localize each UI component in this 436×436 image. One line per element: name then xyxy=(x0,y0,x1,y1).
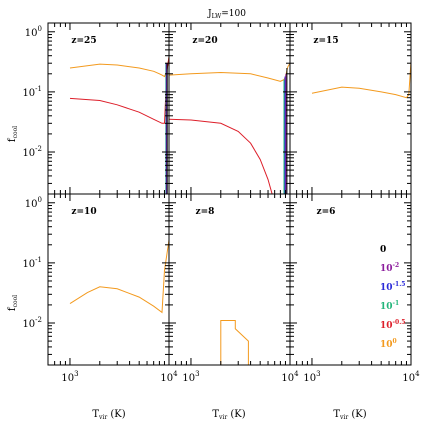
x-tick-label: 104 xyxy=(160,370,178,384)
y-tick-label: 10-2 xyxy=(22,145,42,159)
series-line-z=10-5 xyxy=(69,239,169,314)
panel-series-group xyxy=(220,320,249,365)
panel-series-group xyxy=(169,62,290,194)
series-line-z=20-4 xyxy=(169,118,273,194)
y-axis-label-bottom: fcool xyxy=(7,295,19,311)
legend-item-2: 10-1.5 xyxy=(380,281,405,293)
y-tick-label: 10-2 xyxy=(22,316,42,330)
panel-frame xyxy=(289,193,412,366)
legend-item-3: 10-1 xyxy=(380,300,399,312)
figure-title: JLW=100 xyxy=(207,9,246,20)
x-tick-label: 104 xyxy=(281,370,299,384)
legend-item-4: 10-0.5 xyxy=(380,319,405,331)
panel-label: z=10 xyxy=(71,207,96,217)
x-axis-label-middle: Tvir (K) xyxy=(212,409,245,421)
x-tick-label: 104 xyxy=(402,370,420,384)
legend-item-0: 0 xyxy=(380,245,386,255)
y-tick-label: 100 xyxy=(25,25,42,39)
panel-label: z=20 xyxy=(192,36,217,46)
panel-z=10: z=10 100 10-1 10-2 103 104 xyxy=(22,193,178,384)
y-tick-label: 10-1 xyxy=(22,256,42,270)
panel-label: z=25 xyxy=(71,36,96,46)
x-tick-label: 103 xyxy=(182,370,199,384)
panel-z=8: z=8 103 104 xyxy=(168,193,299,384)
y-tick-label: 100 xyxy=(25,196,42,210)
series-line-z=8-5 xyxy=(220,320,249,365)
x-axis-label-right: Tvir (K) xyxy=(333,409,366,421)
x-axis-label-left: Tvir (K) xyxy=(92,409,125,421)
panel-group: z=25 100 10-1 10-2 z=20 z=15 z=10 100 10-1 10-2 10… xyxy=(22,22,420,384)
panel-series-group xyxy=(69,239,169,314)
x-tick-label: 103 xyxy=(303,370,320,384)
legend-item-1: 10-2 xyxy=(380,262,399,274)
y-axis-label-top: fcool xyxy=(7,126,19,142)
panel-label: z=8 xyxy=(196,207,215,217)
legend-item-5: 100 xyxy=(380,338,397,350)
panel-label: z=6 xyxy=(317,207,336,217)
panel-z=15: z=15 xyxy=(289,22,412,195)
x-tick-label: 103 xyxy=(61,370,78,384)
panel-z=25: z=25 100 10-1 10-2 xyxy=(22,22,170,195)
panel-label: z=15 xyxy=(313,36,338,46)
y-tick-label: 10-1 xyxy=(22,85,42,99)
panel-z=6: z=6 103 104 0 10-2 10-1.5 10-1 10-0.5 100 xyxy=(289,193,420,384)
